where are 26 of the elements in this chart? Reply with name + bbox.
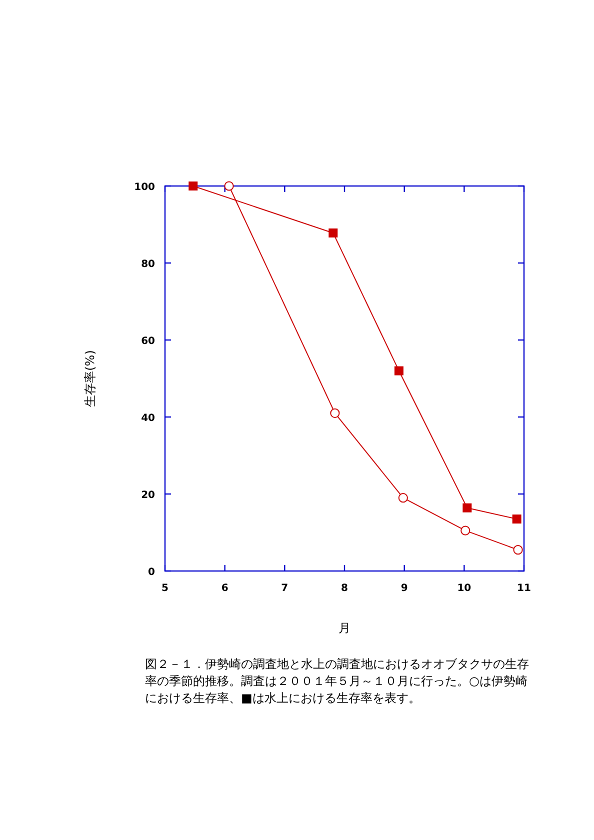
y-tick-label: 40	[141, 413, 156, 424]
y-tick-label: 100	[134, 182, 156, 193]
caption: 図２－１．伊勢崎の調査地と水上の調査地におけるオオブタクサの生存率の季節的推移。調査は２００１年５月～１０月に行った。○は伊勢崎における生存率、■は水上における生存率を表す。	[145, 656, 530, 707]
point	[328, 228, 338, 238]
x-tick-label: 10	[457, 583, 472, 594]
point	[462, 503, 472, 512]
x-tick-label: 6	[221, 583, 228, 594]
x-tick-label: 8	[341, 583, 348, 594]
x-tick-label: 9	[400, 583, 408, 594]
point	[398, 493, 408, 503]
x-tick-label: 7	[281, 583, 288, 594]
y-tick-label: 0	[148, 567, 156, 578]
point	[394, 366, 404, 376]
x-tick-label: 11	[517, 583, 531, 594]
point	[188, 182, 198, 190]
x-tick-label: 5	[162, 583, 169, 594]
point	[460, 526, 470, 536]
point	[330, 408, 340, 418]
point	[513, 545, 523, 555]
y-axis-title: 生存率(%)	[83, 350, 97, 407]
y-tick-label: 20	[141, 490, 156, 501]
x-axis-title: 月	[338, 621, 350, 635]
point	[512, 514, 522, 524]
y-tick-label: 60	[141, 336, 156, 347]
point	[224, 181, 234, 191]
y-tick-label: 80	[141, 259, 156, 270]
